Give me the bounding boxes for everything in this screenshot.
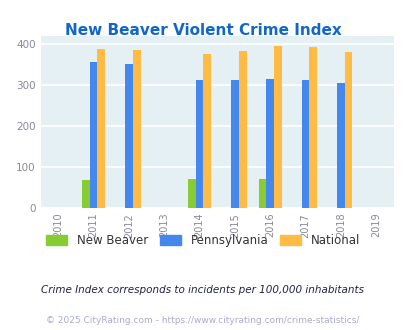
Bar [258,179,266,208]
Text: New Beaver Violent Crime Index: New Beaver Violent Crime Index [64,23,341,38]
Bar [195,80,203,208]
Bar [301,80,309,208]
Bar [90,62,97,208]
Bar [188,179,195,208]
Bar [309,47,316,208]
Bar [125,64,132,208]
Bar [132,50,140,208]
Bar [266,79,273,208]
Bar [82,180,90,208]
Text: Crime Index corresponds to incidents per 100,000 inhabitants: Crime Index corresponds to incidents per… [41,285,364,295]
Bar [230,80,238,208]
Bar [238,51,246,208]
Bar [336,83,344,208]
Legend: New Beaver, Pennsylvania, National: New Beaver, Pennsylvania, National [41,229,364,251]
Bar [97,50,105,208]
Bar [344,52,352,208]
Bar [203,54,211,208]
Bar [273,46,281,208]
Text: © 2025 CityRating.com - https://www.cityrating.com/crime-statistics/: © 2025 CityRating.com - https://www.city… [46,315,359,325]
